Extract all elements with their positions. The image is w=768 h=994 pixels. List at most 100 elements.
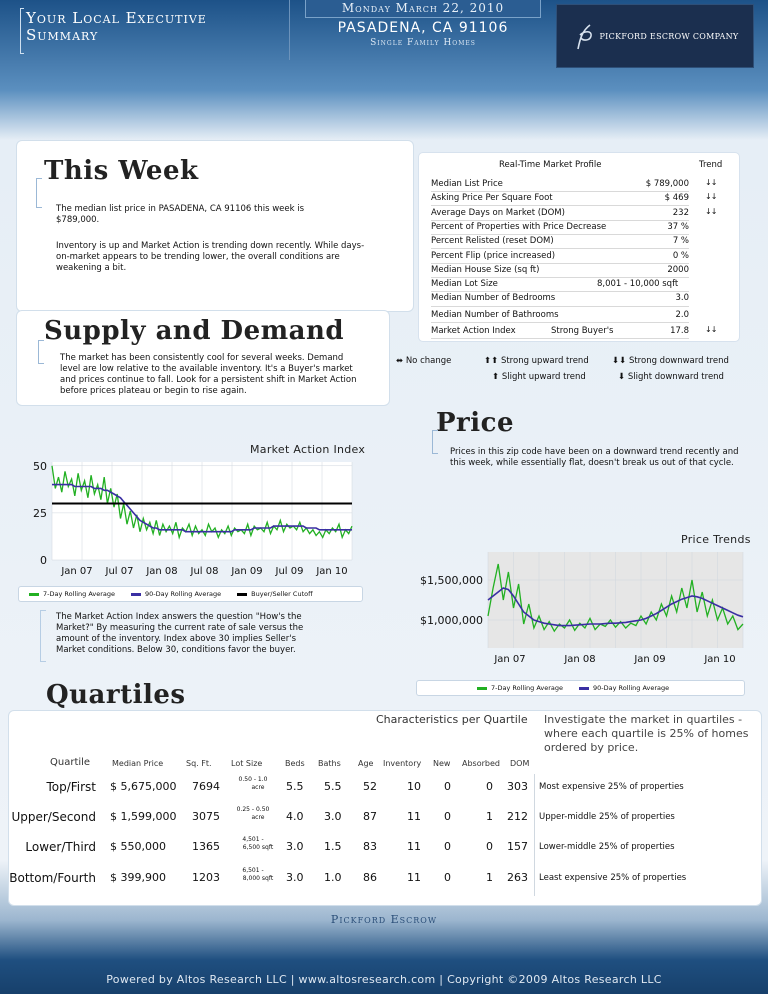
col-lot: Lot Size	[231, 759, 263, 768]
trend-arrows-icon: ↓↓	[705, 325, 717, 334]
market-profile-row: Percent Flip (price increased) 0 %	[431, 250, 689, 264]
col-median-price: Median Price	[112, 759, 164, 768]
row-value: $ 469	[664, 193, 689, 204]
new: 0	[444, 840, 451, 853]
lot-size-line1: 0.50 - 1.0	[238, 776, 268, 783]
beds: 3.0	[286, 871, 304, 884]
dom: 263	[507, 871, 528, 884]
row-label: Median Number of Bedrooms	[431, 293, 556, 304]
title-bracket	[20, 8, 24, 54]
left-right-arrow-icon: ⬌	[396, 356, 404, 366]
quartile-name: Lower/Third	[25, 840, 96, 854]
median-price: $ 399,900	[110, 871, 166, 884]
col-sqft: Sq. Ft.	[186, 759, 212, 768]
row-value: 17.8	[670, 326, 689, 336]
col-beds: Beds	[285, 759, 305, 768]
lot-size-line2: 6,500 sqft	[242, 844, 274, 851]
row-mid: Strong Buyer's	[551, 326, 614, 336]
report-title: Your Local Executive Summary	[26, 9, 207, 44]
age: 52	[363, 780, 377, 793]
col-absorbed: Absorbed	[462, 759, 500, 768]
lot-size-line1: 4,501 -	[242, 836, 264, 843]
row-label: Median Lot Size	[431, 279, 498, 290]
header-title-block: Your Local Executive Summary	[0, 0, 290, 60]
market-profile-table: Real-Time Market Profile Trend Median Li…	[418, 152, 740, 342]
mai-legend-90day: 90-Day Rolling Average	[131, 590, 221, 598]
median-price: $ 1,599,000	[110, 810, 177, 823]
absorbed: 0	[486, 780, 493, 793]
row-value: 0 %	[672, 250, 689, 261]
trend-arrows-icon: ↓↓	[705, 178, 717, 187]
sqft: 1203	[192, 871, 220, 884]
supply-demand-text: The market has been consistently cool fo…	[60, 353, 357, 396]
dom: 157	[507, 840, 528, 853]
median-price: $ 550,000	[110, 840, 166, 853]
row-value: 3.0	[675, 293, 689, 304]
quartile-description: Most expensive 25% of properties	[539, 782, 684, 792]
y-tick-label: 25	[33, 507, 47, 520]
market-profile-row: Percent of Properties with Price Decreas…	[431, 221, 689, 236]
x-tick-label: Jan 07	[60, 566, 92, 577]
lot-size-line1: 6,501 -	[242, 867, 264, 874]
x-tick-label: Jan 08	[145, 566, 177, 577]
baths: 1.0	[324, 871, 342, 884]
beds: 4.0	[286, 810, 304, 823]
quartiles-panel	[8, 710, 762, 906]
logo-text: PICKFORD ESCROW COMPANY	[599, 31, 739, 41]
col-inventory: Inventory	[383, 759, 422, 768]
trend-arrows-icon: ↓↓	[705, 192, 717, 202]
series-line	[52, 483, 352, 533]
lot-size: 0.50 - 1.0 acre	[228, 776, 278, 792]
mai-note: The Market Action Index answers the ques…	[56, 612, 304, 655]
market-profile-row: Average Days on Market (DOM) 232	[431, 207, 689, 221]
price-legend-90day: 90-Day Rolling Average	[579, 684, 669, 692]
double-down-arrow-icon: ⬇⬇	[612, 356, 627, 366]
col-new: New	[433, 759, 451, 768]
lot-size: 6,501 -8,000 sqft	[228, 867, 278, 883]
absorbed: 0	[486, 840, 493, 853]
row-value: 37 %	[667, 221, 689, 232]
age: 83	[363, 840, 377, 853]
sqft: 1365	[192, 840, 220, 853]
age: 86	[363, 871, 377, 884]
lot-size: 0.25 - 0.50 acre	[228, 806, 278, 822]
legend-strong-up: ⬆⬆ Strong upward trend	[484, 356, 589, 366]
quartile-name: Upper/Second	[11, 810, 96, 824]
this-week-para2: Inventory is up and Market Action is tre…	[56, 241, 365, 273]
row-label: Market Action Index	[431, 326, 516, 336]
row-value: $ 789,000	[645, 179, 689, 189]
quartile-description: Least expensive 25% of properties	[539, 873, 687, 883]
x-tick-label: Jan 08	[563, 654, 595, 665]
price-title: Price	[436, 408, 514, 438]
inventory: 10	[407, 780, 421, 793]
x-tick-label: Jul 08	[190, 566, 219, 577]
lot-size-line2: acre	[251, 814, 265, 821]
report-city: PASADENA, CA 91106	[337, 20, 509, 36]
market-profile-row: Median House Size (sq ft) 2000	[431, 264, 689, 278]
sqft: 7694	[192, 780, 220, 793]
quartile-name: Bottom/Fourth	[9, 871, 96, 885]
legend-strong-down: ⬇⬇ Strong downward trend	[612, 356, 729, 366]
col-quartile: Quartile	[50, 757, 91, 768]
x-tick-label: Jan 09	[633, 654, 665, 665]
row-value: 232	[672, 207, 689, 218]
mai-chart-title: Market Action Index	[250, 443, 366, 456]
row-label: Asking Price Per Square Foot	[431, 193, 553, 204]
logo-mark-icon	[576, 24, 592, 50]
market-profile-row: Median List Price $ 789,000	[431, 178, 689, 193]
new: 0	[444, 780, 451, 793]
this-week-bracket	[36, 178, 42, 208]
price-legend-7day: 7-Day Rolling Average	[477, 684, 563, 692]
double-up-arrow-icon: ⬆⬆	[484, 356, 499, 366]
price-bracket	[432, 430, 438, 454]
price-text: Prices in this zip code have been on a d…	[450, 447, 739, 468]
footer-powered: Powered by Altos Research LLC | www.alto…	[106, 973, 662, 986]
y-tick-label: $1,500,000	[420, 574, 483, 587]
row-mid: 8,001 - 10,000 sqft	[597, 279, 679, 290]
dom: 212	[507, 810, 528, 823]
row-label: Median Number of Bathrooms	[431, 309, 559, 320]
up-arrow-icon: ⬆	[492, 372, 500, 382]
price-trends-chart: $1,000,000 $1,500,000 Jan 07 Jan 08 Jan 09 Ja…	[420, 552, 744, 665]
x-tick-label: Jan 10	[315, 566, 347, 577]
supply-demand-panel	[16, 310, 390, 406]
